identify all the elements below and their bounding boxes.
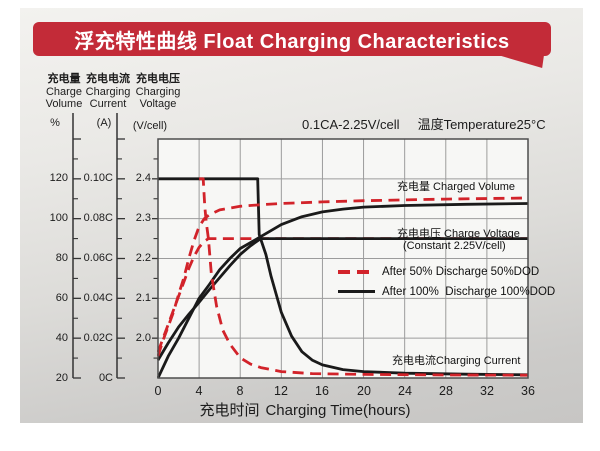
tick-label-hours: 20 [357,384,371,398]
series-charged-volume-50dod [157,196,529,357]
tick-label-hours: 8 [236,384,244,398]
tick-label-current: 0.08C [83,212,113,224]
legend-item-100dod: After 100% Discharge 100%DOD [338,284,555,299]
y-axis-unit-current: (A) [96,117,112,129]
tick-label-voltage: 2.3 [135,212,151,224]
annotation-charging-current: 充电电流Charging Current [392,355,521,367]
legend-swatch-dashed [338,269,375,274]
tick-label-volume: 120 [49,172,68,184]
y-axis-unit-volume: % [50,117,60,129]
tick-label-voltage: 2.4 [135,172,151,184]
series-charged-volume-100dod [157,202,529,379]
tick-label-hours: 4 [195,384,203,398]
tick-label-hours: 32 [480,384,494,398]
condition-rate: 0.1CA-2.25V/cell [302,117,400,132]
page-title: 浮充特性曲线 Float Charging Characteristics [33,22,551,56]
tick-label-current: 0.06C [83,252,113,264]
tick-label-current: 0.02C [83,332,113,344]
tick-label-hours: 12 [274,384,288,398]
tick-label-hours: 36 [521,384,535,398]
annotation-constant-voltage: (Constant 2.25V/cell) [403,240,506,252]
legend-label-100dod: After 100% Discharge 100%DOD [382,285,556,298]
tick-label-current: 0.10C [83,172,113,184]
tick-label-volume: 100 [49,212,68,224]
tick-label-current: 0.04C [83,292,113,304]
y-axis-header-volume: 充电量 Charge Volume [45,73,83,110]
annotation-charge-voltage: 充电电压 Charge Voltage [397,228,520,240]
series-charging-current-50dod [199,177,529,377]
condition-temperature: 温度Temperature25°C [417,117,546,132]
tick-label-hours: 0 [154,384,162,398]
x-axis-title: 充电时间 Charging Time(hours) [199,402,411,419]
legend-label-50dod: After 50% Discharge 50%DOD [382,265,540,278]
tick-label-volume: 20 [55,372,68,384]
tick-label-volume: 60 [55,292,68,304]
series-charge-voltage-100dod [157,237,528,361]
y-axis-header-current: 充电电流 Charging Current [85,73,131,110]
annotation-charged-volume: 充电量 Charged Volume [397,181,515,193]
y-axis-unit-voltage: (V/cell) [132,120,168,132]
tick-label-volume: 40 [55,332,68,344]
legend-item-50dod: After 50% Discharge 50%DOD [338,264,539,279]
series-charging-current-100dod [158,177,529,377]
tick-label-voltage: 2.2 [135,252,151,264]
series-charge-voltage-50dod [157,237,528,353]
tick-label-hours: 16 [315,384,329,398]
y-axis-header-voltage: 充电电压 Charging Voltage [135,73,181,110]
tick-label-current: 0C [98,372,113,384]
tick-label-hours: 24 [398,384,412,398]
test-conditions: 0.1CA-2.25V/cell 温度Temperature25°C [302,114,564,133]
legend-swatch-solid [338,289,375,294]
tick-label-volume: 80 [55,252,68,264]
tick-label-voltage: 2.1 [135,292,151,304]
tick-label-hours: 28 [439,384,453,398]
plot-border [157,138,529,379]
tick-label-voltage: 2.0 [135,332,151,344]
